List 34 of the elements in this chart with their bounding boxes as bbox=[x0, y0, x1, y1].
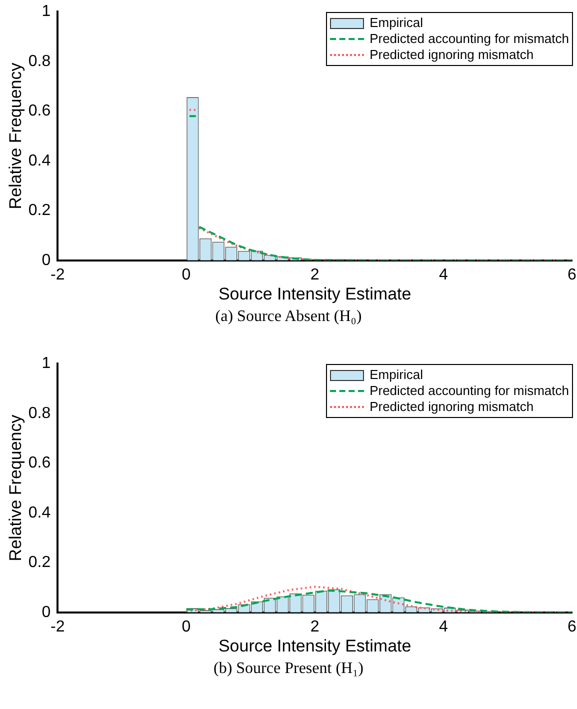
x-tick-label: 2 bbox=[310, 266, 320, 284]
y-tick-label: 0.6 bbox=[28, 102, 51, 120]
y-axis-title: Relative Frequency bbox=[6, 414, 25, 562]
x-tick-label: 4 bbox=[438, 266, 448, 284]
x-tick-label: 2 bbox=[310, 618, 320, 636]
legend-label: Predicted accounting for mismatch bbox=[370, 383, 569, 399]
legend-label: Predicted accounting for mismatch bbox=[370, 31, 569, 47]
x-tick-label: 0 bbox=[182, 618, 191, 636]
legend-label: Predicted ignoring mismatch bbox=[370, 47, 534, 63]
legend-label: Empirical bbox=[370, 367, 424, 383]
y-tick-label: 0.6 bbox=[28, 454, 51, 472]
legend-label: Predicted ignoring mismatch bbox=[370, 399, 534, 415]
y-tick-label: 0.4 bbox=[28, 152, 51, 170]
legend-label: Empirical bbox=[370, 15, 424, 31]
y-tick-label: 0 bbox=[42, 252, 51, 269]
x-tick-label: -2 bbox=[50, 266, 65, 284]
y-tick-label: 1 bbox=[42, 3, 51, 20]
text: (b) Source Present (H₁) bbox=[212, 660, 364, 678]
y-tick-label: 0.2 bbox=[28, 554, 51, 572]
x-axis-title: Source Intensity Estimate bbox=[218, 284, 412, 304]
x-tick-label: 6 bbox=[568, 266, 577, 284]
y-tick-label: 0.2 bbox=[28, 202, 51, 220]
x-tick-label: -2 bbox=[50, 618, 65, 636]
x-tick-label: 0 bbox=[182, 266, 191, 284]
x-tick-label: 6 bbox=[568, 618, 577, 636]
y-axis-title: Relative Frequency bbox=[6, 62, 25, 210]
x-tick-label: 4 bbox=[438, 618, 448, 636]
y-tick-label: 1 bbox=[42, 355, 51, 372]
y-tick-label: 0 bbox=[42, 604, 51, 621]
x-axis-title: Source Intensity Estimate bbox=[218, 636, 412, 656]
y-tick-label: 0.4 bbox=[28, 504, 51, 522]
text: (a) Source Absent (H₀) bbox=[214, 308, 363, 326]
y-tick-label: 0.8 bbox=[28, 52, 51, 70]
y-tick-label: 0.8 bbox=[28, 404, 51, 422]
